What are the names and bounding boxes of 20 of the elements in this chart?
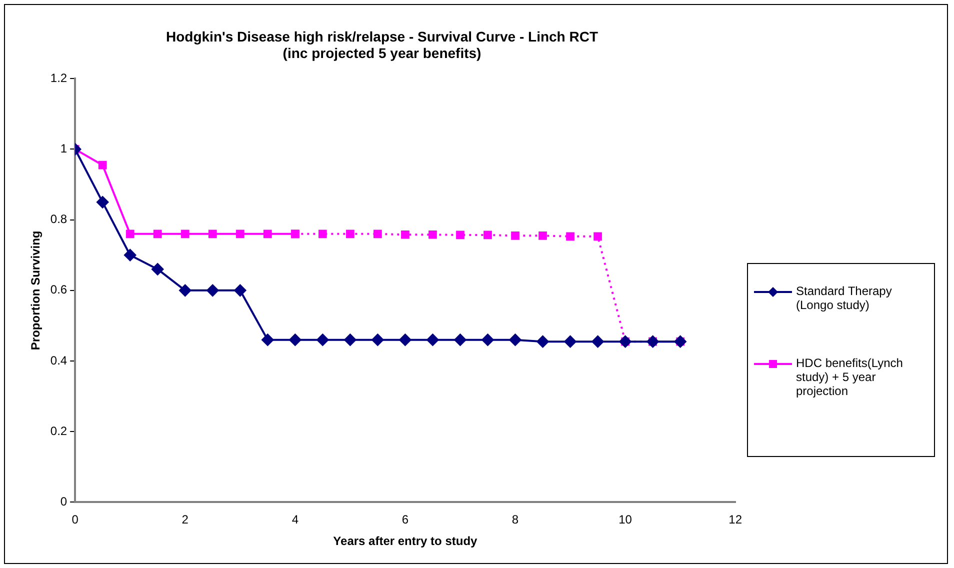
legend-label: HDC benefits(Lynch study) + 5 year projection — [796, 356, 904, 398]
y-tick-label: 0.2 — [50, 424, 68, 438]
y-tick-label: 0 — [60, 494, 68, 509]
y-tick-label: 0.4 — [50, 353, 68, 368]
x-tick-label: 10 — [618, 512, 632, 527]
chart-subtitle: (inc projected 5 year benefits) — [282, 45, 482, 62]
y-tick-label: 0.8 — [50, 212, 68, 226]
y-tick-label: 0.6 — [50, 282, 68, 297]
x-tick-label: 4 — [292, 512, 299, 527]
legend-label: Standard Therapy (Longo study) — [796, 284, 893, 312]
x-tick-label: 6 — [402, 512, 409, 527]
y-tick-label: 1.2 — [50, 70, 68, 85]
x-tick-label: 12 — [728, 512, 742, 527]
y-axis-title: Proportion Surviving — [28, 230, 43, 350]
x-tick-label: 8 — [512, 512, 519, 527]
y-tick-label: 1 — [60, 142, 68, 156]
chart-title: Hodgkin's Disease high risk/relapse - Survival Curve - Linch RCT — [166, 28, 598, 44]
x-axis-title: Years after entry to study — [333, 534, 478, 548]
x-tick-label: 2 — [182, 512, 189, 527]
x-tick-label: 0 — [72, 512, 79, 527]
